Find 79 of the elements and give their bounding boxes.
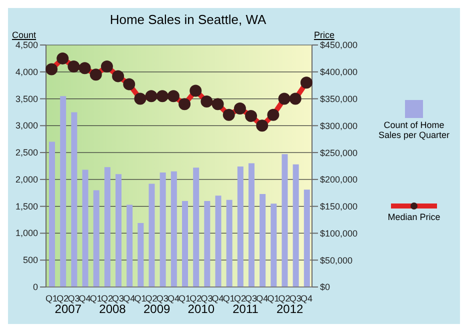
bar xyxy=(226,200,232,287)
y-tick-label: 3,000 xyxy=(15,120,38,131)
bar xyxy=(104,167,110,287)
bar xyxy=(148,184,155,287)
x-tick-label: Q2 xyxy=(145,293,158,304)
x-tick-label: Q2 xyxy=(278,293,290,304)
y2-tick-label: $250,000 xyxy=(320,148,358,158)
bar xyxy=(138,223,144,287)
x-tick-label: Q4 xyxy=(300,293,312,304)
x-tick-label: Q1 xyxy=(90,293,102,304)
x-tick-label: Q3 xyxy=(112,293,124,304)
bar xyxy=(304,190,310,287)
bar xyxy=(193,168,200,287)
x-tick-label: Q2 xyxy=(100,293,113,304)
y2-tick-label: $200,000 xyxy=(320,174,358,185)
x-tick-label: Q4 xyxy=(167,293,180,304)
text: 2012 xyxy=(276,302,304,316)
bar xyxy=(170,171,177,287)
legend-label: Count of Home Sales per Quarter xyxy=(377,120,451,140)
y-tick-label: 4,500 xyxy=(15,40,38,50)
bar xyxy=(82,170,88,287)
x-tick-label: Q2 xyxy=(56,293,69,304)
y2-tick-label: $0 xyxy=(320,282,330,292)
bar xyxy=(270,204,277,287)
x-tick-label: Q1 xyxy=(178,293,191,304)
y2-tick-label: $300,000 xyxy=(320,120,358,131)
x-tick-label: Q1 xyxy=(222,293,235,304)
bar xyxy=(49,142,55,287)
y-tick-label: 1,500 xyxy=(15,201,38,212)
bar xyxy=(248,163,254,287)
x-tick-label: Q3 xyxy=(156,293,168,304)
x-tick-label: Q3 xyxy=(200,293,213,304)
text: 2008 xyxy=(99,302,126,316)
y2-tick-label: $450,000 xyxy=(320,40,358,50)
x-tick-label: Q4 xyxy=(78,293,91,304)
bar xyxy=(93,190,100,287)
x-tick-label: Q4 xyxy=(256,293,268,304)
x-tick-label: Q2 xyxy=(190,293,202,304)
y2-tick-label: $100,000 xyxy=(320,228,358,238)
bar xyxy=(126,204,133,287)
x-tick-label: Q3 xyxy=(68,293,80,304)
x-tick-label: Q3 xyxy=(289,293,302,304)
bar xyxy=(116,174,122,287)
y-tick-label: 500 xyxy=(22,255,38,266)
y-tick-label: 0 xyxy=(32,282,38,292)
bar xyxy=(182,200,188,287)
legend-label: Median Price xyxy=(388,212,440,222)
x-tick-label: Q2 xyxy=(234,293,246,304)
bar xyxy=(60,96,66,287)
text: 2009 xyxy=(143,302,170,316)
bar xyxy=(260,194,266,287)
bar xyxy=(215,196,222,287)
text: 2011 xyxy=(232,302,258,316)
y-tick-label: 2,000 xyxy=(15,174,38,184)
y-tick-label: 1,000 xyxy=(15,228,38,238)
text: 2007 xyxy=(54,302,82,316)
bar xyxy=(237,166,244,287)
bar xyxy=(71,112,78,287)
x-tick-label: Q1 xyxy=(267,293,280,304)
y2-tick-label: $400,000 xyxy=(320,67,358,78)
bar xyxy=(292,164,299,287)
y-axis-title: Count xyxy=(12,30,36,40)
y-tick-label: 4,000 xyxy=(15,66,38,77)
x-tick-label: Q3 xyxy=(245,293,258,304)
x-tick-label: Q4 xyxy=(212,293,224,304)
y-tick-label: 2,500 xyxy=(15,148,38,158)
y2-tick-label: $350,000 xyxy=(320,94,358,104)
bar xyxy=(160,172,166,287)
y2-axis-title: Price xyxy=(314,30,335,40)
y2-tick-label: $150,000 xyxy=(320,202,358,212)
chart-title: Home Sales in Seattle, WA xyxy=(108,12,268,27)
x-tick-label: Q4 xyxy=(123,293,136,304)
x-tick-label: Q1 xyxy=(46,293,58,304)
bar xyxy=(282,154,288,287)
bar xyxy=(204,200,210,287)
x-tick-label: Q1 xyxy=(134,293,146,304)
y2-tick-label: $50,000 xyxy=(320,255,353,266)
text: 2010 xyxy=(188,302,214,316)
y-tick-label: 3,500 xyxy=(15,94,38,104)
